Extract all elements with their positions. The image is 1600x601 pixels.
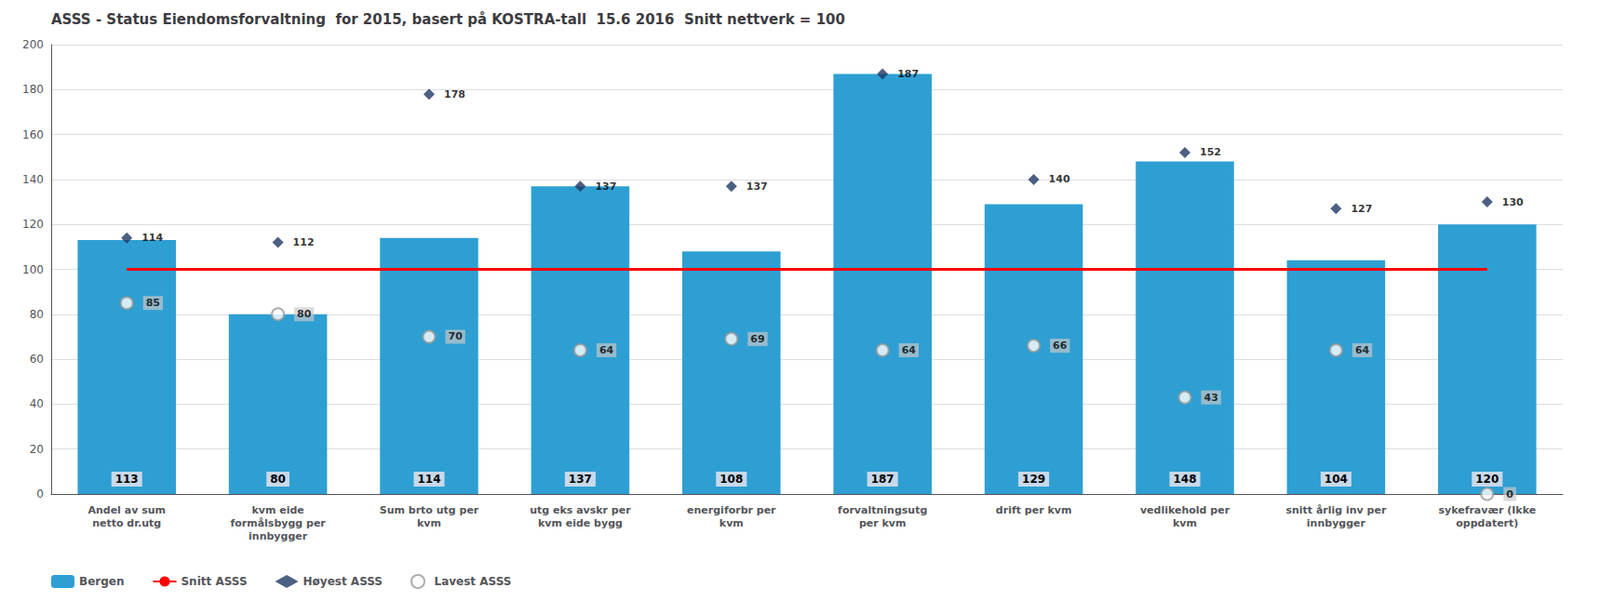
svg-text:114: 114 — [416, 472, 441, 486]
svg-text:formålsbygg per: formålsbygg per — [229, 517, 326, 530]
svg-text:64: 64 — [599, 344, 615, 357]
svg-text:114: 114 — [141, 231, 163, 244]
svg-text:ASSS - Status Eiendomsforvaltn: ASSS - Status Eiendomsforvaltning for 20… — [51, 11, 846, 28]
svg-text:80: 80 — [29, 308, 44, 322]
svg-text:148: 148 — [1172, 472, 1197, 486]
svg-text:80: 80 — [296, 308, 312, 321]
svg-text:137: 137 — [594, 180, 617, 193]
svg-text:120: 120 — [1475, 472, 1499, 486]
svg-text:snitt årlig inv per: snitt årlig inv per — [1285, 504, 1387, 517]
svg-text:100: 100 — [22, 263, 44, 277]
svg-text:200: 200 — [22, 38, 44, 52]
svg-text:70: 70 — [448, 330, 464, 343]
svg-text:Lavest ASSS: Lavest ASSS — [434, 575, 512, 589]
svg-text:sykefravær (Ikke: sykefravær (Ikke — [1438, 504, 1536, 517]
svg-text:43: 43 — [1204, 391, 1219, 404]
svg-text:160: 160 — [22, 128, 44, 142]
svg-text:0: 0 — [36, 487, 44, 501]
svg-text:vedlikehold per: vedlikehold per — [1140, 504, 1231, 517]
svg-text:40: 40 — [29, 397, 44, 411]
svg-text:energiforbr per: energiforbr per — [686, 504, 777, 517]
svg-text:netto dr.utg: netto dr.utg — [92, 517, 162, 530]
svg-text:104: 104 — [1324, 472, 1348, 486]
svg-text:69: 69 — [750, 333, 765, 346]
svg-text:innbygger: innbygger — [1306, 517, 1367, 530]
svg-text:Snitt ASSS: Snitt ASSS — [180, 575, 247, 589]
svg-text:kvm: kvm — [416, 517, 442, 530]
svg-text:152: 152 — [1199, 146, 1222, 159]
svg-text:drift per kvm: drift per kvm — [995, 504, 1072, 517]
svg-text:20: 20 — [29, 443, 44, 457]
svg-text:forvaltningsutg: forvaltningsutg — [837, 504, 928, 517]
svg-text:kvm: kvm — [719, 517, 744, 530]
svg-text:127: 127 — [1350, 202, 1372, 216]
svg-text:oppdatert): oppdatert) — [1455, 517, 1519, 530]
svg-text:187: 187 — [871, 472, 895, 486]
svg-text:112: 112 — [293, 236, 315, 249]
svg-text:180: 180 — [22, 82, 44, 96]
svg-text:kvm eide: kvm eide — [251, 504, 304, 517]
svg-text:137: 137 — [746, 180, 768, 193]
svg-text:64: 64 — [901, 344, 917, 357]
svg-text:85: 85 — [146, 296, 161, 310]
svg-text:Høyest ASSS: Høyest ASSS — [303, 575, 383, 589]
svg-text:108: 108 — [719, 472, 743, 486]
svg-text:innbygger: innbygger — [248, 530, 309, 543]
svg-text:113: 113 — [115, 472, 139, 486]
svg-text:Andel av sum: Andel av sum — [87, 504, 166, 517]
svg-text:Sum brto utg per: Sum brto utg per — [379, 504, 480, 517]
svg-text:140: 140 — [22, 173, 44, 187]
svg-text:178: 178 — [443, 88, 466, 101]
svg-text:64: 64 — [1355, 344, 1371, 357]
svg-text:80: 80 — [269, 472, 286, 486]
svg-text:kvm: kvm — [1172, 517, 1197, 530]
svg-text:66: 66 — [1052, 339, 1068, 352]
svg-text:129: 129 — [1021, 472, 1046, 486]
svg-text:utg eks avskr per: utg eks avskr per — [529, 504, 632, 517]
svg-text:137: 137 — [568, 472, 592, 486]
svg-text:60: 60 — [29, 352, 44, 366]
svg-text:140: 140 — [1048, 173, 1071, 186]
svg-text:187: 187 — [897, 67, 919, 81]
svg-text:per kvm: per kvm — [859, 517, 907, 530]
svg-text:Bergen: Bergen — [79, 575, 124, 589]
svg-text:120: 120 — [22, 217, 44, 231]
svg-text:0: 0 — [1505, 488, 1514, 501]
svg-text:130: 130 — [1502, 196, 1524, 209]
svg-text:kvm eide bygg: kvm eide bygg — [537, 517, 623, 530]
